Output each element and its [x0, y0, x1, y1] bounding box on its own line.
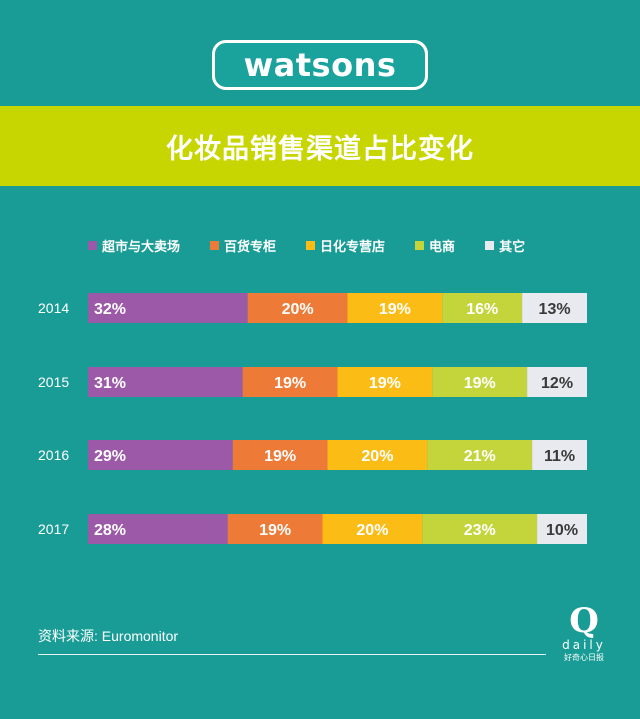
bar-segment — [322, 514, 423, 544]
legend-swatch — [306, 241, 316, 250]
qdaily-q-mark: Q — [569, 601, 599, 641]
y-tick-label: 2016 — [38, 447, 69, 463]
qdaily-logo: Q daily 好奇心日报 — [556, 604, 612, 674]
bar-segment — [247, 293, 348, 323]
data-label: 13% — [539, 301, 571, 318]
data-label: 19% — [274, 375, 306, 392]
legend-label: 电商 — [429, 240, 456, 255]
legend-swatch — [88, 241, 97, 250]
data-label: 31% — [94, 375, 126, 392]
bar-segment — [422, 514, 538, 544]
data-label: 19% — [464, 375, 496, 392]
legend-label: 日化专营店 — [320, 240, 386, 255]
legend-label: 超市与大卖场 — [102, 240, 181, 255]
data-label: 10% — [546, 522, 578, 539]
y-tick-label: 2017 — [38, 521, 69, 537]
bar-segment — [427, 440, 533, 470]
data-label: 19% — [259, 522, 291, 539]
logo-text: watsons — [243, 46, 397, 84]
data-label: 16% — [466, 301, 498, 318]
legend-swatch — [415, 241, 425, 250]
source-note: 资料来源: Euromonitor — [38, 628, 179, 644]
chart-title: 化妆品销售渠道占比变化 — [166, 133, 474, 165]
bar-segment — [532, 440, 587, 470]
data-label: 32% — [94, 301, 126, 318]
bar-segment — [527, 367, 587, 397]
y-tick-label: 2014 — [38, 300, 69, 316]
data-label: 21% — [464, 448, 496, 465]
legend-item: 其它 — [485, 236, 525, 255]
legend-item: 百货专柜 — [210, 236, 276, 255]
data-label: 19% — [369, 375, 401, 392]
qdaily-cn-name: 好奇心日报 — [564, 653, 604, 662]
bar-segment — [327, 440, 428, 470]
legend-item: 日化专营店 — [306, 236, 385, 255]
legend-label: 其它 — [499, 240, 526, 255]
title-band: 化妆品销售渠道占比变化 — [0, 106, 640, 186]
data-label: 28% — [94, 522, 126, 539]
source-divider — [38, 654, 546, 655]
bar-segment — [232, 440, 328, 470]
chart-legend: 超市与大卖场 百货专柜 日化专营店 电商 其它 — [88, 236, 525, 255]
watsons-logo: watsons — [212, 40, 428, 90]
data-label: 19% — [379, 301, 411, 318]
bar-segment — [88, 293, 248, 323]
legend-label: 百货专柜 — [224, 240, 277, 255]
bar-segment — [337, 367, 433, 397]
bar-segment — [522, 293, 587, 323]
data-label: 11% — [544, 448, 575, 465]
data-label: 23% — [464, 522, 496, 539]
data-label: 12% — [541, 375, 573, 392]
data-label: 19% — [264, 448, 296, 465]
bar-segment — [442, 293, 523, 323]
legend-item: 电商 — [415, 236, 455, 255]
data-label: 20% — [282, 301, 314, 318]
data-label: 20% — [356, 522, 388, 539]
bar-segment — [88, 367, 243, 397]
legend-swatch — [210, 241, 220, 250]
qdaily-wordmark: daily — [562, 638, 606, 652]
logo-swoosh-icon — [399, 40, 428, 73]
data-label: 20% — [361, 448, 393, 465]
bar-segment — [537, 514, 587, 544]
data-label: 29% — [94, 448, 126, 465]
bar-segment — [432, 367, 528, 397]
legend-item: 超市与大卖场 — [88, 236, 180, 255]
y-tick-label: 2015 — [38, 374, 69, 390]
bar-segment — [347, 293, 443, 323]
bar-segment — [242, 367, 338, 397]
bar-segment — [88, 440, 233, 470]
legend-swatch — [485, 241, 495, 250]
bar-segment — [88, 514, 228, 544]
bar-segment — [227, 514, 323, 544]
